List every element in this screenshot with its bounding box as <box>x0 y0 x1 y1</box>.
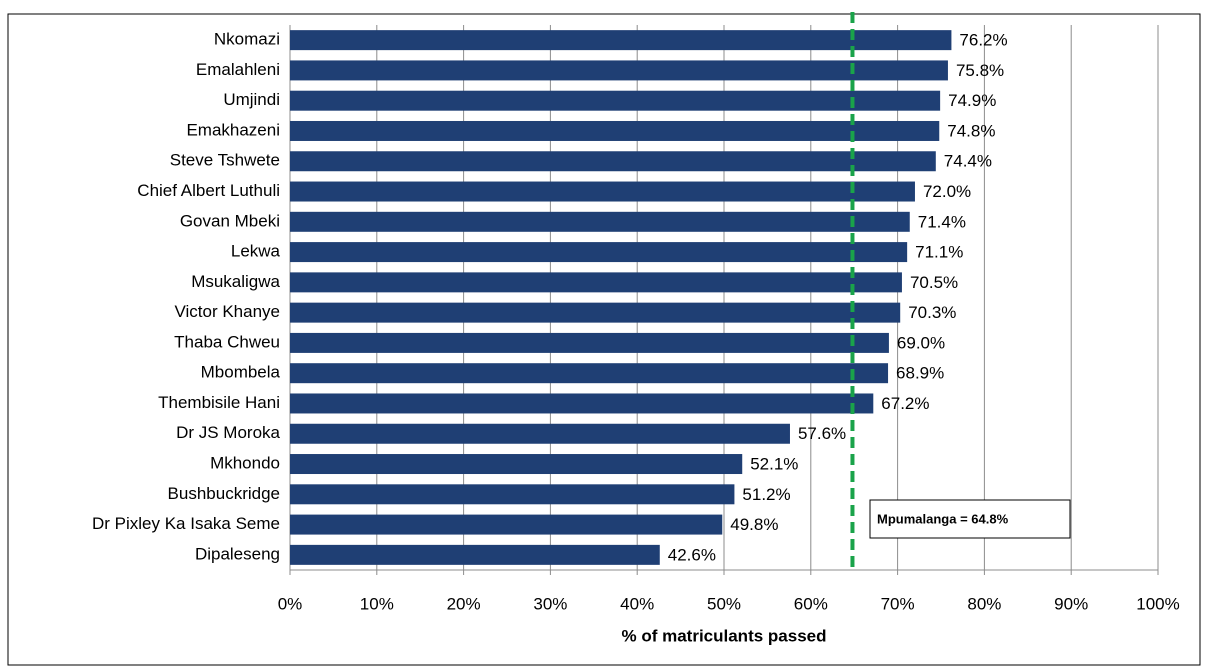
y-tick-label: Thaba Chweu <box>174 332 280 351</box>
x-tick-label: 90% <box>1054 594 1088 613</box>
x-tick-label: 10% <box>360 594 394 613</box>
bar <box>290 120 940 141</box>
bar <box>290 363 889 384</box>
y-tick-label: Dr JS Moroka <box>176 423 280 442</box>
data-label: 57.6% <box>798 424 846 443</box>
x-tick-label: 50% <box>707 594 741 613</box>
data-label: 70.5% <box>910 273 958 292</box>
data-label: 74.8% <box>947 121 995 140</box>
bar <box>290 151 936 172</box>
data-label: 42.6% <box>668 545 716 564</box>
bar <box>290 423 790 444</box>
data-label: 71.1% <box>915 243 963 262</box>
y-tick-label: Nkomazi <box>214 30 280 49</box>
data-label: 52.1% <box>750 455 798 474</box>
x-tick-label: 70% <box>881 594 915 613</box>
bar <box>290 544 660 565</box>
y-tick-label: Lekwa <box>231 242 281 261</box>
data-label: 74.4% <box>944 152 992 171</box>
y-tick-label: Bushbuckridge <box>168 484 280 503</box>
y-tick-label: Msukaligwa <box>191 272 280 291</box>
x-tick-label: 0% <box>278 594 303 613</box>
y-tick-label: Dipaleseng <box>195 544 280 563</box>
data-label: 72.0% <box>923 182 971 201</box>
bar <box>290 454 743 475</box>
annotation-box <box>869 499 1071 539</box>
data-label: 67.2% <box>881 394 929 413</box>
bar <box>290 242 908 263</box>
data-label: 75.8% <box>956 61 1004 80</box>
data-label: 76.2% <box>959 31 1007 50</box>
y-tick-label: Govan Mbeki <box>180 211 280 230</box>
x-tick-label: 40% <box>620 594 654 613</box>
y-tick-label: Victor Khanye <box>174 302 280 321</box>
bar <box>290 514 723 535</box>
x-tick-label: 60% <box>794 594 828 613</box>
data-label: 74.9% <box>948 91 996 110</box>
data-label: 49.8% <box>730 515 778 534</box>
y-tick-label: Mkhondo <box>210 454 280 473</box>
x-tick-label: 80% <box>967 594 1001 613</box>
y-tick-label: Emakhazeni <box>186 120 280 139</box>
x-axis-title: % of matriculants passed <box>621 626 826 645</box>
bar <box>290 60 948 81</box>
y-tick-label: Thembisile Hani <box>158 393 280 412</box>
data-label: 51.2% <box>742 485 790 504</box>
data-label: 68.9% <box>896 364 944 383</box>
x-tick-label: 20% <box>447 594 481 613</box>
x-tick-label: 100% <box>1136 594 1179 613</box>
bar <box>290 302 901 323</box>
y-tick-label: Emalahleni <box>196 60 280 79</box>
bar <box>290 211 910 232</box>
x-tick-label: 30% <box>533 594 567 613</box>
y-tick-label: Umjindi <box>223 90 280 109</box>
y-tick-label: Dr Pixley Ka Isaka Seme <box>92 514 280 533</box>
y-tick-label: Mbombela <box>201 363 281 382</box>
bar <box>290 332 889 353</box>
bar <box>290 393 874 414</box>
bar <box>290 272 902 293</box>
bar <box>290 90 941 111</box>
data-label: 71.4% <box>918 212 966 231</box>
annotation: Mpumalanga = 64.8% <box>877 511 1009 526</box>
bar <box>290 181 915 202</box>
bar <box>290 484 735 505</box>
y-tick-label: Chief Albert Luthuli <box>137 181 280 200</box>
bar <box>290 30 952 51</box>
y-tick-label: Steve Tshwete <box>170 151 280 170</box>
data-label: 69.0% <box>897 333 945 352</box>
data-label: 70.3% <box>908 303 956 322</box>
